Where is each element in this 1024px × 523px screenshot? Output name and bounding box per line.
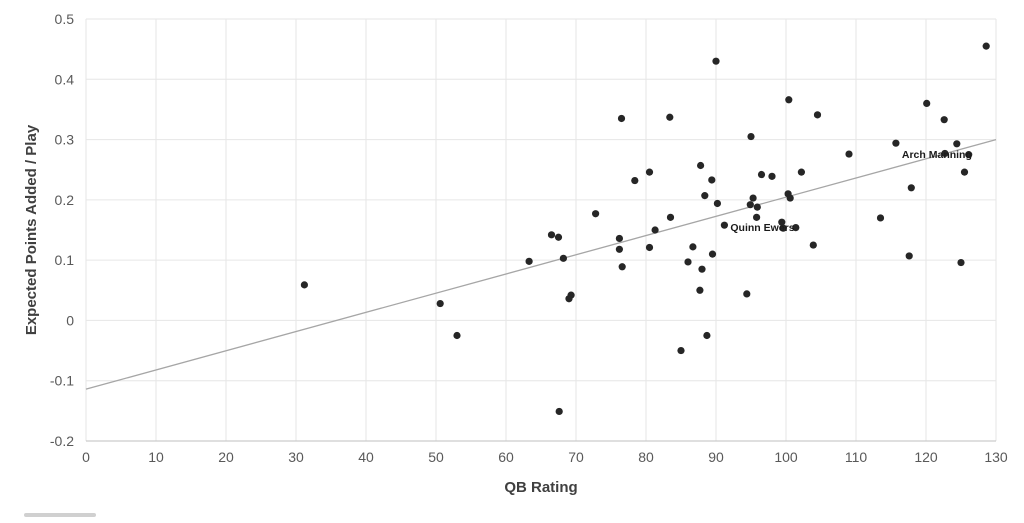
data-point	[720, 221, 729, 229]
x-tick-label: 90	[708, 449, 724, 465]
data-point	[567, 291, 575, 299]
point-annotations: Quinn Ewers Arch Manning	[730, 149, 972, 234]
x-tick-label: 0	[82, 449, 90, 465]
gridlines	[85, 18, 997, 442]
data-point	[703, 331, 711, 340]
data-point	[555, 407, 563, 416]
data-point	[982, 42, 990, 50]
x-tick-label: 60	[498, 449, 514, 465]
data-point	[778, 218, 786, 226]
data-points	[300, 42, 990, 416]
x-tick-label: 130	[984, 449, 1008, 465]
x-tick-label: 10	[148, 449, 164, 465]
trendline	[85, 138, 997, 390]
data-point	[436, 299, 444, 308]
y-tick-label: 0.2	[55, 192, 75, 208]
data-point	[554, 233, 563, 241]
data-point	[953, 140, 961, 148]
data-point	[749, 194, 757, 202]
data-point	[677, 346, 685, 355]
y-tick-label: -0.1	[50, 373, 74, 389]
data-point	[876, 214, 885, 222]
data-point	[698, 265, 706, 273]
data-point	[965, 151, 973, 159]
data-point	[792, 223, 800, 232]
data-point	[786, 194, 794, 202]
data-point	[768, 172, 776, 180]
x-tick-label: 20	[218, 449, 234, 465]
y-tick-label: -0.2	[50, 433, 74, 449]
data-point	[666, 113, 674, 121]
data-point	[940, 116, 948, 124]
data-point	[797, 168, 806, 176]
y-tick-label: 0.4	[55, 71, 75, 87]
data-point	[708, 176, 716, 184]
data-point	[892, 139, 900, 147]
data-point	[592, 210, 600, 218]
axes: 0 10 20 30 40 50 60 70 80 90 100 110 120 130 -0.2 -0.1 0…	[50, 11, 1008, 465]
data-point	[696, 286, 704, 294]
data-point	[453, 331, 461, 340]
data-point	[960, 168, 969, 176]
data-point	[907, 184, 915, 192]
data-point	[697, 161, 705, 170]
x-tick-label: 40	[358, 449, 374, 465]
data-point	[905, 252, 913, 260]
data-point	[645, 168, 654, 176]
y-tick-label: 0.1	[55, 252, 75, 268]
data-point	[753, 203, 761, 211]
data-point	[617, 114, 626, 123]
data-point	[779, 224, 787, 232]
data-point	[651, 226, 659, 234]
data-point	[300, 281, 308, 289]
x-tick-label: 50	[428, 449, 444, 465]
x-tick-label: 100	[774, 449, 798, 465]
data-point	[757, 170, 766, 179]
data-point	[845, 150, 853, 158]
point-label: Quinn Ewers	[730, 222, 794, 234]
x-axis-title: QB Rating	[504, 479, 577, 496]
point-label: Arch Manning	[902, 149, 972, 161]
x-tick-label: 30	[288, 449, 304, 465]
y-tick-label: 0.3	[55, 132, 75, 148]
data-point	[712, 57, 720, 65]
data-point	[743, 290, 751, 298]
data-point	[813, 111, 822, 119]
data-point	[645, 243, 654, 252]
data-point	[666, 213, 675, 221]
x-tick-label: 80	[638, 449, 654, 465]
data-point	[923, 99, 931, 107]
data-point	[547, 231, 556, 239]
data-point	[746, 201, 754, 209]
data-point	[618, 263, 626, 271]
data-point	[559, 254, 568, 262]
x-tick-label: 110	[845, 449, 868, 465]
data-point	[957, 258, 965, 267]
data-point	[701, 192, 709, 200]
x-tick-label: 70	[568, 449, 584, 465]
data-point	[941, 149, 949, 158]
trendline-group	[85, 138, 997, 390]
data-point	[615, 234, 624, 243]
data-point	[785, 96, 793, 104]
data-point	[809, 241, 817, 249]
data-point	[615, 245, 624, 253]
horizontal-scrollbar[interactable]	[24, 513, 96, 517]
data-point	[689, 243, 697, 251]
y-tick-label: 0.5	[55, 11, 75, 27]
data-point	[747, 132, 755, 141]
data-point	[525, 257, 533, 265]
data-point	[753, 213, 761, 221]
data-point	[684, 258, 692, 266]
data-point	[631, 176, 639, 185]
data-point	[713, 199, 722, 208]
y-tick-label: 0	[66, 312, 74, 328]
data-point	[708, 250, 717, 258]
x-tick-label: 120	[914, 449, 938, 465]
y-axis-title: Expected Points Added / Play	[23, 124, 40, 335]
